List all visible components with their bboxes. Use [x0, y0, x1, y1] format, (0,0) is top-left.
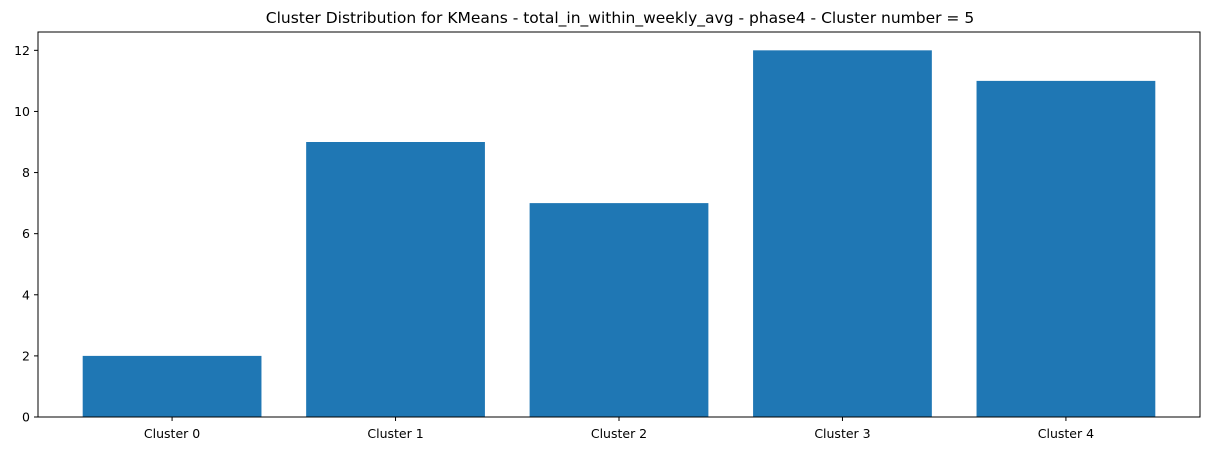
plot-frame: [37, 31, 1201, 418]
y-tick-label: 10: [14, 104, 30, 119]
bar-cluster-0: [82, 355, 262, 417]
bar-cluster-1: [306, 142, 485, 417]
bar-cluster-2: [529, 203, 709, 417]
bars-group: [82, 50, 1156, 417]
y-axis: 0 2 4 6 8 10 12: [14, 43, 38, 425]
y-tick-label: 2: [22, 348, 30, 363]
x-axis: Cluster 0 Cluster 1 Cluster 2 Cluster 3 Clus…: [144, 417, 1094, 441]
x-tick-label: Cluster 3: [814, 426, 870, 441]
bar-cluster-4: [976, 80, 1156, 417]
y-tick-label: 12: [14, 43, 30, 58]
y-tick-label: 4: [22, 287, 30, 302]
y-tick-label: 6: [22, 226, 30, 241]
y-tick-label: 8: [22, 165, 30, 180]
x-tick-label: Cluster 2: [591, 426, 647, 441]
x-tick-label: Cluster 4: [1038, 426, 1094, 441]
bar-cluster-3: [753, 50, 932, 417]
chart-title: Cluster Distribution for KMeans - total_…: [266, 9, 974, 28]
x-tick-label: Cluster 0: [144, 426, 200, 441]
y-tick-label: 0: [22, 410, 30, 425]
x-tick-label: Cluster 1: [367, 426, 423, 441]
